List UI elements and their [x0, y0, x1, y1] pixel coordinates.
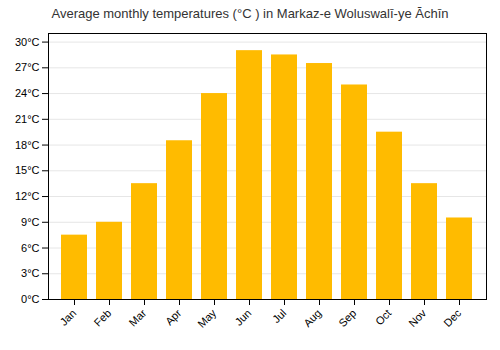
svg-text:Jun: Jun	[232, 307, 253, 328]
svg-text:12°C: 12°C	[15, 190, 40, 202]
svg-text:Feb: Feb	[92, 307, 114, 329]
svg-text:Sep: Sep	[336, 307, 358, 329]
svg-text:9°C: 9°C	[21, 216, 40, 228]
svg-text:18°C: 18°C	[15, 139, 40, 151]
svg-text:Aug: Aug	[301, 307, 323, 329]
svg-text:Nov: Nov	[406, 306, 429, 329]
svg-text:24°C: 24°C	[15, 87, 40, 99]
svg-text:6°C: 6°C	[21, 242, 40, 254]
svg-text:3°C: 3°C	[21, 267, 40, 279]
svg-text:0°C: 0°C	[21, 293, 40, 305]
svg-text:27°C: 27°C	[15, 61, 40, 73]
svg-text:Jul: Jul	[270, 307, 288, 325]
svg-text:21°C: 21°C	[15, 113, 40, 125]
svg-text:Jan: Jan	[57, 307, 78, 328]
svg-text:30°C: 30°C	[15, 36, 40, 48]
svg-text:Oct: Oct	[373, 307, 394, 328]
html-text:Average monthly temperatures (: Average monthly temperatures (°C ) in Ma…	[51, 6, 449, 21]
svg-text:Apr: Apr	[163, 307, 184, 328]
svg-text:15°C: 15°C	[15, 164, 40, 176]
svg-text:May: May	[195, 306, 219, 330]
svg-text:Dec: Dec	[441, 306, 464, 329]
svg-text:Mar: Mar	[127, 307, 149, 329]
